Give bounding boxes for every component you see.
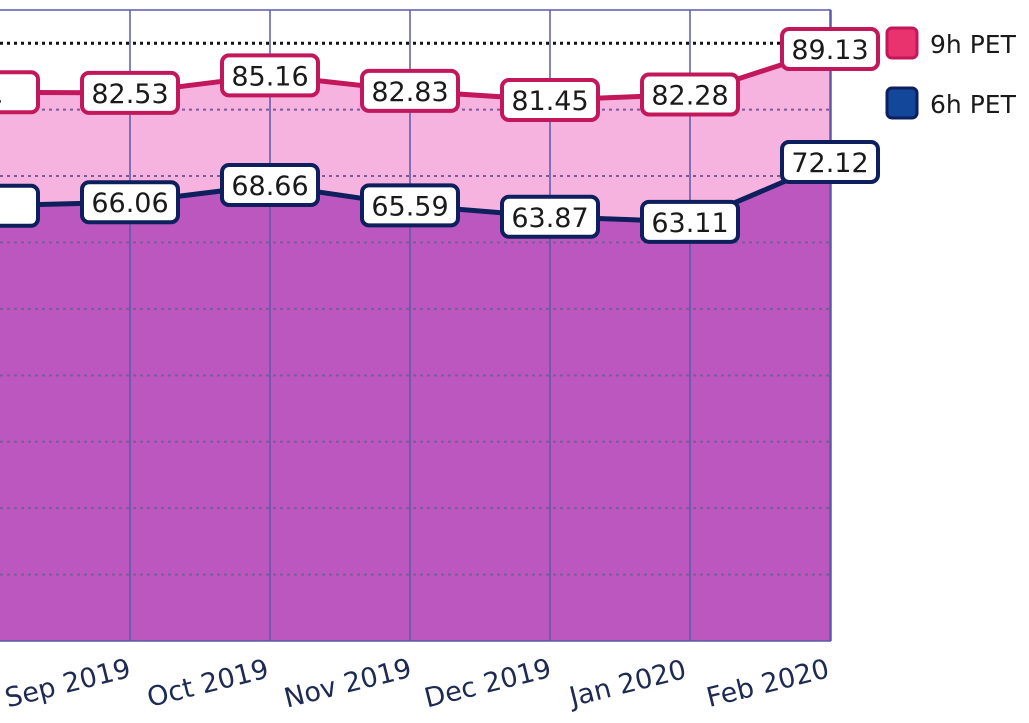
data-label-box — [500, 194, 600, 239]
data-label-box — [80, 70, 180, 115]
data-label-series-1: 2 — [0, 183, 40, 228]
data-label-series-1: 72.12 — [780, 139, 880, 184]
data-label-box — [360, 68, 460, 113]
data-label-series-1: 68.66 — [220, 162, 320, 207]
x-tick-label: Feb 2020 — [703, 654, 832, 714]
data-label-text: 82.53 — [91, 79, 168, 110]
area-fill-series-1 — [0, 161, 830, 641]
data-label-text: 66.06 — [91, 188, 168, 219]
data-label-series-0: -1 — [0, 70, 40, 115]
data-label-series-0: 85.16 — [220, 53, 320, 98]
data-label-box — [80, 180, 180, 225]
x-tick-label: Dec 2019 — [421, 653, 554, 714]
data-label-box — [640, 72, 740, 117]
data-label-text: 82.28 — [651, 80, 728, 111]
data-label-series-0: 82.83 — [360, 68, 460, 113]
data-label-text: 72.12 — [791, 148, 868, 179]
data-label-box — [780, 139, 880, 184]
data-label-text: -1 — [0, 78, 3, 109]
x-tick-label: Sep 2019 — [2, 653, 134, 714]
data-label-box — [0, 183, 40, 228]
data-label-series-1: 65.59 — [360, 183, 460, 228]
data-label-box — [780, 26, 880, 71]
legend-swatch — [885, 26, 919, 60]
legend: 9h PET 6h PET — [885, 26, 1017, 120]
data-label-text: 63.11 — [651, 208, 728, 239]
legend-item: 9h PET — [885, 26, 1017, 60]
legend-swatch — [885, 86, 919, 120]
tick-layer: Sep 2019 Oct 2019 Nov 2019 Dec 2019 Jan 2020… — [2, 653, 832, 715]
area-layer — [0, 48, 830, 641]
data-label-series-0: 82.28 — [640, 72, 740, 117]
data-label-series-1: 66.06 — [80, 180, 180, 225]
label-layer: -1 82.53 85.16 82.83 81.45 82.28 89.13 2 66.06 68… — [0, 26, 880, 244]
data-label-box — [0, 70, 40, 115]
data-label-text: 68.66 — [231, 171, 308, 202]
data-label-series-0: 89.13 — [780, 26, 880, 71]
legend-item: 6h PET — [885, 86, 1017, 120]
data-label-box — [640, 199, 740, 244]
data-label-series-0: 81.45 — [500, 78, 600, 123]
data-label-series-1: 63.11 — [640, 199, 740, 244]
data-label-text: 89.13 — [791, 35, 868, 66]
data-label-text: 81.45 — [511, 86, 588, 117]
data-label-text: 82.83 — [371, 77, 448, 108]
legend-label: 9h PET — [930, 30, 1017, 59]
data-label-box — [360, 183, 460, 228]
x-tick-label: Nov 2019 — [281, 653, 415, 715]
data-label-text: 63.87 — [511, 203, 588, 234]
legend-label: 6h PET — [930, 90, 1017, 119]
data-label-text: 65.59 — [371, 191, 448, 222]
x-tick-label: Jan 2020 — [565, 654, 690, 713]
data-label-box — [220, 53, 320, 98]
x-tick-label: Oct 2019 — [144, 654, 272, 714]
data-label-box — [500, 78, 600, 123]
data-label-text: 85.16 — [231, 61, 308, 92]
data-label-series-1: 63.87 — [500, 194, 600, 239]
data-label-series-0: 82.53 — [80, 70, 180, 115]
data-label-box — [220, 162, 320, 207]
